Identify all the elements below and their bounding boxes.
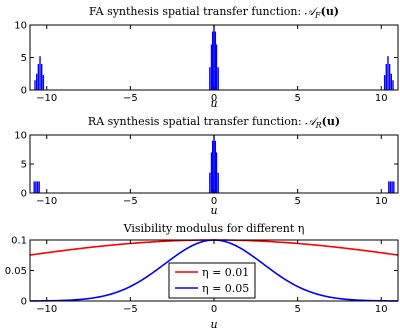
y-tick-label: 5 [21,160,27,171]
x-tick-label: 5 [294,304,300,315]
y-tick-label: 10 [14,21,27,32]
panel-visibility: Visibility modulus for different η −10 −5… [5,222,399,331]
panel-visibility-title: Visibility modulus for different η [123,222,305,235]
x-tick-label: 10 [375,196,388,207]
x-tick-label: 5 [294,196,300,207]
panel-fa-ticks: −10 −5 0 5 10 0 5 10 [14,21,398,104]
y-tick-label: 10 [14,131,27,142]
y-tick-label: 0.1 [11,236,27,247]
x-tick-label: 10 [375,304,388,315]
y-tick-label: 0 [21,297,27,308]
y-tick-label: 5 [21,53,27,64]
legend-label-eta-005: η = 0.05 [202,282,249,295]
panel-ra-marks [33,135,395,193]
x-tick-label: −10 [36,93,57,104]
panel-ra-xlabel: u [210,204,217,217]
x-tick-label: 0 [211,196,217,207]
x-tick-label: −5 [123,196,138,207]
x-tick-label: 0 [211,304,217,315]
panel-ra-title: RA synthesis spatial transfer function: … [88,115,340,130]
x-tick-label: 5 [294,93,300,104]
panel-fa: FA synthesis spatial transfer function: … [14,5,399,110]
x-tick-label: −10 [36,196,57,207]
x-tick-label: 0 [211,93,217,104]
panel-visibility-ticks: −10 −5 0 5 10 0 0.05 0.1 [5,236,398,315]
y-tick-label: 0 [21,189,27,200]
x-tick-label: −5 [123,304,138,315]
panel-ra: RA synthesis spatial transfer function: … [14,115,399,217]
y-tick-label: 0 [21,86,27,97]
panel-fa-title: FA synthesis spatial transfer function: … [89,5,339,20]
legend-label-eta-001: η = 0.01 [202,266,249,279]
x-tick-label: −10 [36,304,57,315]
legend: η = 0.01 η = 0.05 [168,262,256,299]
legend-box [168,262,256,299]
x-tick-label: −5 [123,93,138,104]
panel-fa-xlabel: u [210,97,217,110]
panel-ra-ticks: −10 −5 0 5 10 0 5 10 [14,131,398,207]
panel-fa-marks [34,25,394,90]
y-tick-label: 0.05 [5,266,27,277]
x-tick-label: 10 [375,93,388,104]
panel-visibility-xlabel: u [210,318,217,331]
